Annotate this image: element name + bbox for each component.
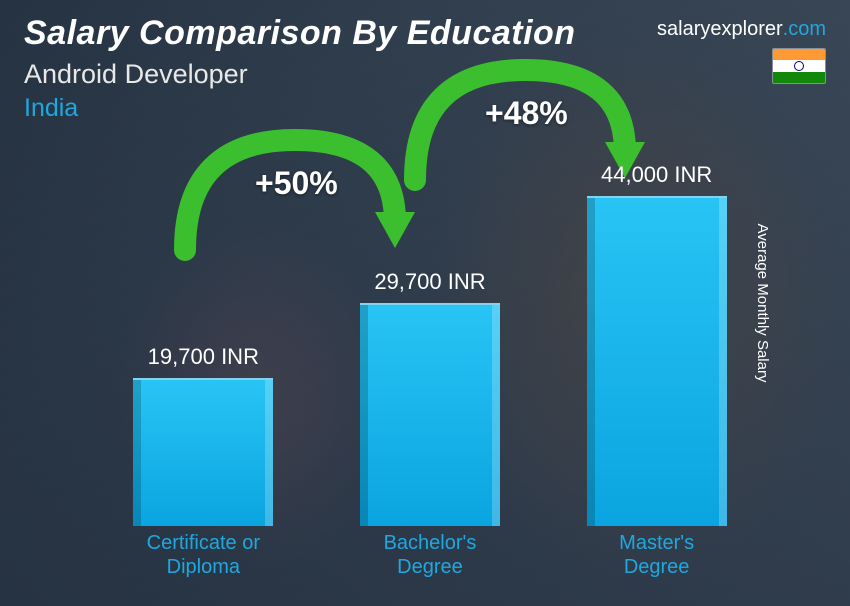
chart-area: 19,700 INR 29,700 INR 44,000 INR Certifi… — [90, 156, 770, 586]
bar-category-label: Master's Degree — [577, 531, 737, 586]
branding-domain: .com — [783, 18, 826, 41]
flag-chakra-icon — [794, 61, 804, 71]
country-flag-icon — [772, 48, 826, 84]
flag-stripe-white — [773, 60, 825, 71]
labels-container: Certificate or Diploma Bachelor's Degree… — [90, 531, 770, 586]
label-line: Master's — [619, 532, 694, 554]
bar-rect — [587, 196, 727, 526]
subtitle-role: Android Developer — [24, 59, 576, 90]
label-line: Degree — [397, 556, 463, 578]
bar-category-label: Bachelor's Degree — [350, 531, 510, 586]
branding-text: salaryexplorer.com — [657, 18, 826, 41]
page-title: Salary Comparison By Education — [24, 14, 576, 53]
bar-value-label: 29,700 INR — [374, 269, 485, 295]
branding-name: salaryexplorer — [657, 18, 783, 41]
label-line: Diploma — [167, 556, 240, 578]
label-line: Certificate or — [147, 532, 260, 554]
bar-group: 44,000 INR — [577, 162, 737, 526]
bar-group: 29,700 INR — [350, 269, 510, 526]
label-line: Bachelor's — [384, 532, 477, 554]
bar-value-label: 19,700 INR — [148, 344, 259, 370]
bar-rect — [360, 303, 500, 526]
bar-group: 19,700 INR — [123, 344, 283, 526]
bar-rect — [133, 378, 273, 526]
bar-category-label: Certificate or Diploma — [123, 531, 283, 586]
flag-stripe-saffron — [773, 49, 825, 60]
bar-value-label: 44,000 INR — [601, 162, 712, 188]
bars-container: 19,700 INR 29,700 INR 44,000 INR — [90, 156, 770, 526]
title-block: Salary Comparison By Education Android D… — [24, 14, 576, 123]
infographic-container: Salary Comparison By Education Android D… — [0, 0, 850, 606]
subtitle-country: India — [24, 94, 576, 123]
flag-stripe-green — [773, 72, 825, 83]
label-line: Degree — [624, 556, 690, 578]
